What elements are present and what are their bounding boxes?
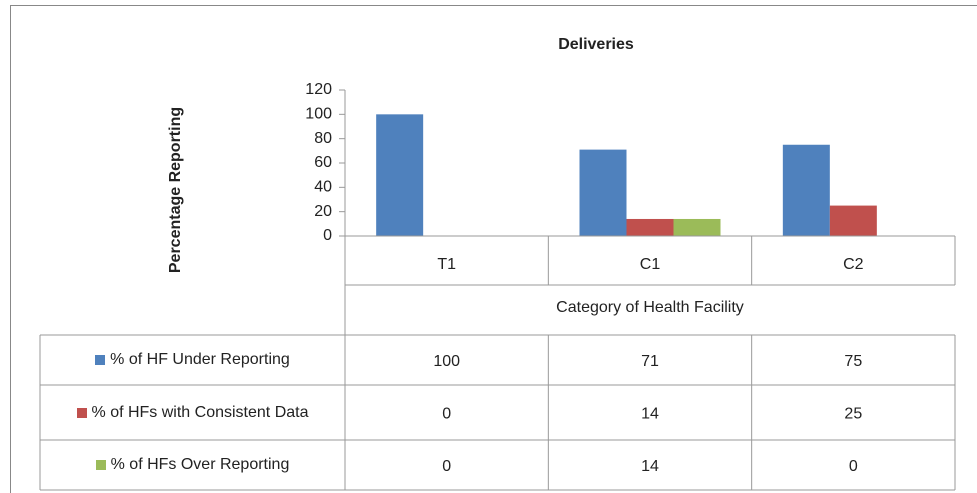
legend-label: % of HF Under Reporting [110, 351, 290, 368]
y-tick-label: 60 [314, 154, 332, 171]
y-tick-label: 0 [323, 227, 332, 244]
table-value: 75 [844, 353, 862, 370]
bar [579, 149, 627, 236]
table-value: 25 [844, 406, 862, 423]
table-value: 0 [442, 406, 451, 423]
x-tick-label: C2 [843, 256, 864, 273]
legend-key [95, 460, 106, 470]
bar [626, 218, 674, 236]
y-tick-label: 80 [314, 130, 332, 147]
chart-border [10, 5, 977, 493]
table-value: 14 [641, 406, 659, 423]
legend-label: % of HFs Over Reporting [110, 456, 290, 473]
legend-key [76, 407, 87, 418]
bar [782, 144, 830, 236]
x-tick-label: T1 [437, 256, 456, 273]
table-value: 14 [641, 458, 659, 475]
x-tick-label: C1 [640, 256, 661, 273]
y-tick-label: 20 [314, 203, 332, 220]
y-axis-title: Percentage Reporting [167, 107, 184, 273]
bar [829, 205, 877, 236]
bar [376, 114, 424, 236]
legend-label: % of HFs with Consistent Data [91, 403, 309, 421]
table-value: 71 [641, 353, 659, 370]
y-tick-label: 120 [305, 81, 332, 98]
table-value: 100 [433, 353, 460, 370]
legend-entry: % of HFs Over Reporting [44, 440, 341, 490]
table-value: 0 [442, 458, 451, 475]
y-tick-label: 100 [305, 106, 332, 123]
table-value: 0 [849, 458, 858, 475]
legend-entry: % of HF Under Reporting [44, 335, 341, 385]
x-axis-title: Category of Health Facility [556, 299, 744, 316]
y-tick-label: 40 [314, 179, 332, 196]
legend-entry: % of HFs with Consistent Data [44, 385, 341, 440]
chart-title: Deliveries [558, 36, 634, 53]
bar [673, 218, 721, 236]
legend-key [95, 355, 106, 365]
